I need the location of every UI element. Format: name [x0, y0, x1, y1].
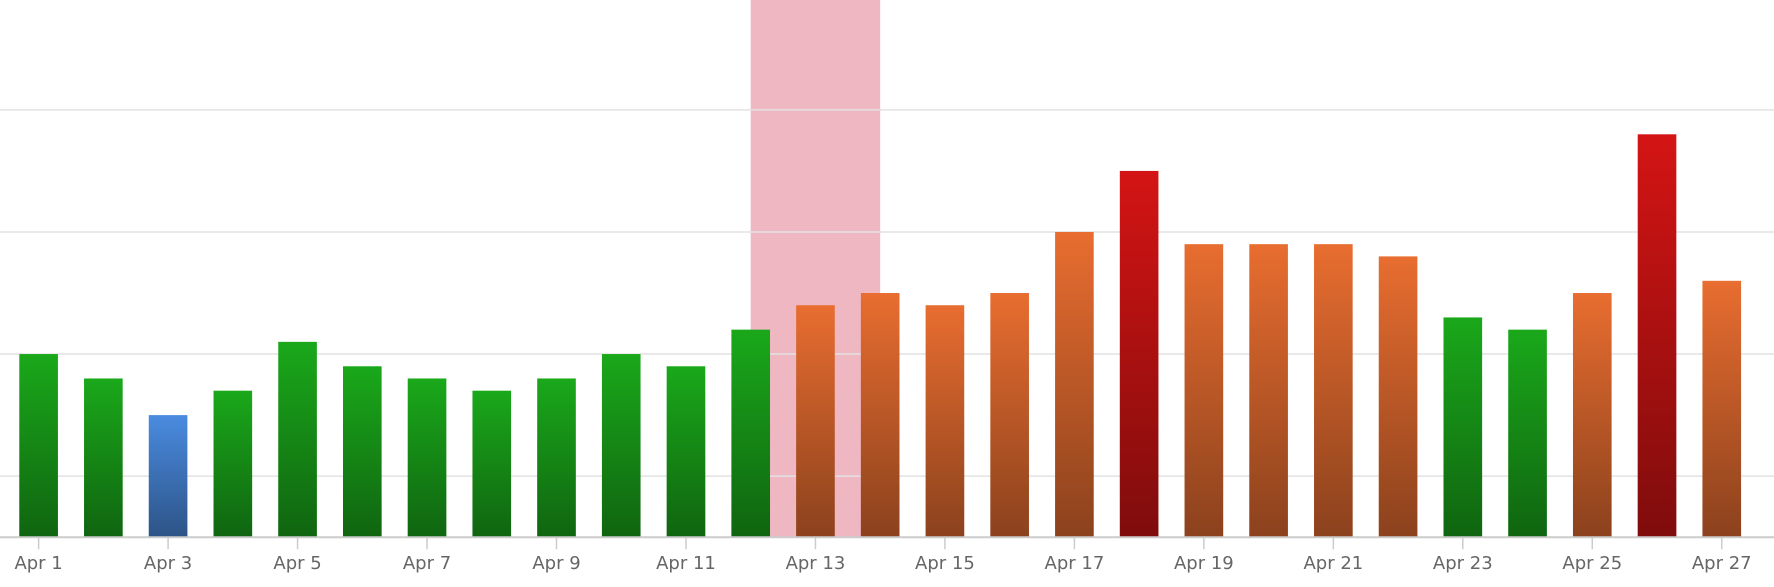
bar-shade: [731, 329, 771, 538]
bar-shade: [148, 415, 188, 538]
x-tick-label: Apr 21: [1303, 553, 1363, 574]
bar-shade: [1119, 170, 1159, 538]
bar-shade: [537, 378, 576, 538]
bar-shade: [1055, 231, 1094, 538]
bar-shade: [990, 293, 1029, 538]
x-tick-label: Apr 15: [915, 553, 975, 574]
bar-shade: [601, 354, 641, 538]
x-tick-label: Apr 11: [656, 553, 716, 574]
bar-shade: [925, 305, 965, 538]
bar-shade: [1572, 293, 1612, 538]
bar-shade: [472, 390, 512, 538]
x-tick-label: Apr 17: [1045, 553, 1105, 574]
x-tick-label: Apr 9: [532, 553, 580, 574]
x-tick-label: Apr 27: [1692, 553, 1752, 574]
bar-shade: [1443, 317, 1483, 538]
bar-shade: [1314, 244, 1353, 538]
bar-shade: [213, 390, 253, 538]
bar-shade: [342, 366, 382, 538]
x-tick-label: Apr 13: [786, 553, 846, 574]
bar-shade: [1249, 244, 1288, 538]
bar-shade: [666, 366, 706, 538]
bar-shade: [19, 354, 58, 538]
bar-shade: [1184, 244, 1224, 538]
x-tick-label: Apr 25: [1562, 553, 1622, 574]
bar-shade: [1637, 134, 1677, 538]
bar-shade: [1508, 329, 1547, 538]
bar-shade: [407, 378, 447, 538]
bar-shade: [278, 341, 317, 538]
bar-shade: [1378, 256, 1418, 538]
x-tick-label: Apr 19: [1174, 553, 1234, 574]
bar-shade: [860, 293, 900, 538]
x-tick-label: Apr 23: [1433, 553, 1493, 574]
bar-shade: [796, 305, 835, 538]
x-tick-label: Apr 5: [273, 553, 321, 574]
x-tick-label: Apr 7: [403, 553, 451, 574]
bar-shade: [84, 378, 123, 538]
x-tick-label: Apr 3: [144, 553, 192, 574]
bar-shade: [1702, 280, 1742, 538]
x-tick-label: Apr 1: [14, 553, 62, 574]
